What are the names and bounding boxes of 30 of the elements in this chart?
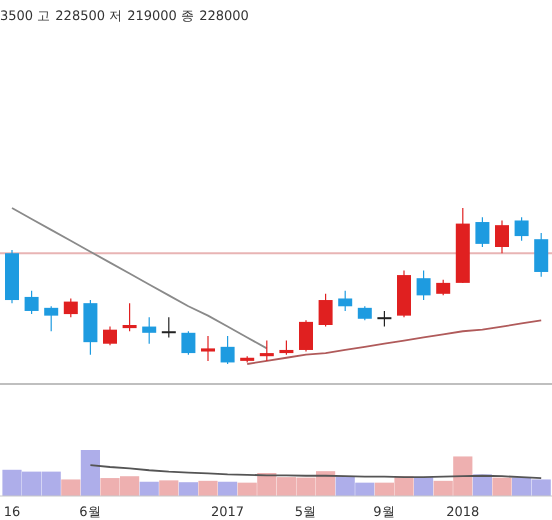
candlestick bbox=[5, 249, 19, 304]
candlestick bbox=[416, 269, 431, 301]
bar bbox=[159, 480, 179, 496]
candlestick bbox=[181, 330, 196, 356]
bar bbox=[139, 481, 159, 496]
bar bbox=[61, 479, 81, 496]
candlestick bbox=[63, 297, 78, 318]
candlestick bbox=[103, 325, 117, 346]
candlestick bbox=[83, 299, 98, 356]
candlestick bbox=[534, 232, 549, 278]
bar bbox=[492, 477, 512, 496]
bar bbox=[178, 482, 198, 496]
candlestick bbox=[122, 302, 137, 332]
candlestick bbox=[201, 335, 215, 362]
candlestick bbox=[514, 216, 529, 242]
candlestick bbox=[475, 216, 490, 248]
candlestick bbox=[299, 319, 313, 353]
candlestick bbox=[44, 305, 59, 332]
candlestick bbox=[338, 290, 353, 312]
candlestick bbox=[142, 316, 157, 345]
bar bbox=[198, 480, 218, 496]
bar bbox=[80, 450, 100, 496]
candlestick bbox=[259, 340, 274, 362]
candlestick bbox=[397, 269, 411, 318]
candlestick bbox=[495, 219, 509, 254]
candlestick bbox=[161, 316, 176, 339]
candlestick bbox=[24, 290, 39, 315]
candlestick bbox=[220, 335, 235, 365]
bar bbox=[218, 481, 238, 496]
candlestick bbox=[318, 293, 333, 328]
